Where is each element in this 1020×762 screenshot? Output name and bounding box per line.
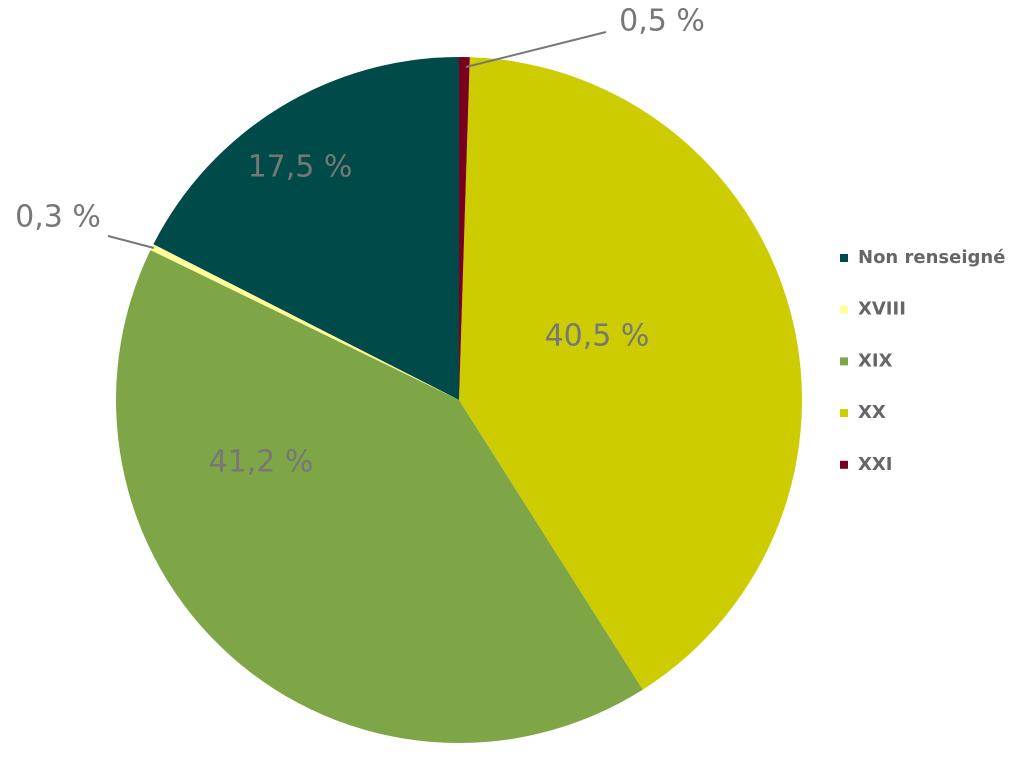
leader-line (107, 235, 155, 249)
legend-swatch (840, 460, 848, 469)
legend-swatch (840, 305, 848, 314)
legend-label: XXI (858, 454, 892, 475)
pie-slice (150, 244, 459, 400)
value-label: 17,5 % (248, 150, 353, 185)
legend-label: XIX (858, 350, 893, 371)
pie-slice (115, 250, 643, 744)
pie-slice (459, 57, 803, 690)
pie-slice (459, 57, 470, 400)
value-label: 41,2 % (209, 445, 314, 480)
value-label: 0,5 % (619, 4, 705, 39)
value-label: 40,5 % (545, 319, 650, 354)
legend-label: Non renseigné (858, 247, 1005, 268)
legend-swatch (840, 254, 848, 262)
pie-slice (153, 57, 459, 400)
value-label: 0,3 % (15, 200, 101, 235)
legend-swatch (840, 409, 848, 418)
leader-line (465, 31, 607, 68)
legend-label: XX (858, 402, 886, 423)
legend-label: XVIII (858, 299, 906, 320)
legend-swatch (840, 357, 848, 366)
